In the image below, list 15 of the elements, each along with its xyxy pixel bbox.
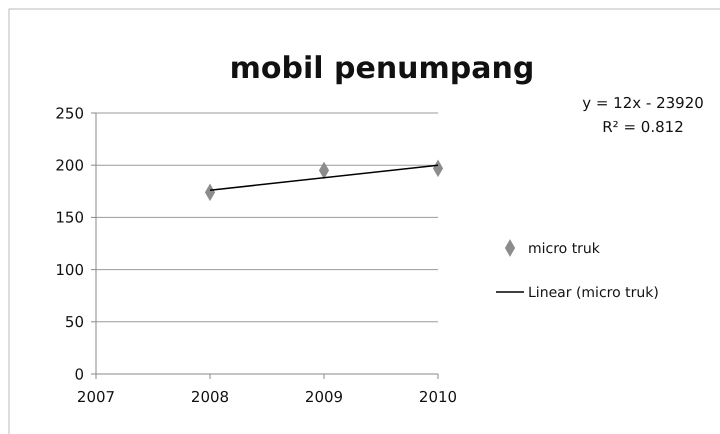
- y-tick-label: 250: [55, 104, 84, 122]
- x-tick-label: 2010: [418, 388, 458, 406]
- y-tick-label: 200: [55, 156, 84, 174]
- y-tick-label: 0: [74, 365, 84, 384]
- legend-label: micro truk: [528, 240, 601, 257]
- legend-label: Linear (micro truk): [528, 284, 659, 301]
- x-tick-label: 2009: [304, 388, 344, 406]
- x-tick-label: 2008: [190, 388, 230, 406]
- chart-title: mobil penumpang: [230, 51, 534, 86]
- y-tick-label: 100: [55, 260, 84, 279]
- text: R² = 0.812: [602, 118, 684, 136]
- y-tick-label: 150: [55, 208, 84, 227]
- y-tick-label: 50: [64, 313, 84, 332]
- text: y = 12x - 23920: [582, 94, 704, 112]
- x-tick-label: 2007: [76, 388, 116, 406]
